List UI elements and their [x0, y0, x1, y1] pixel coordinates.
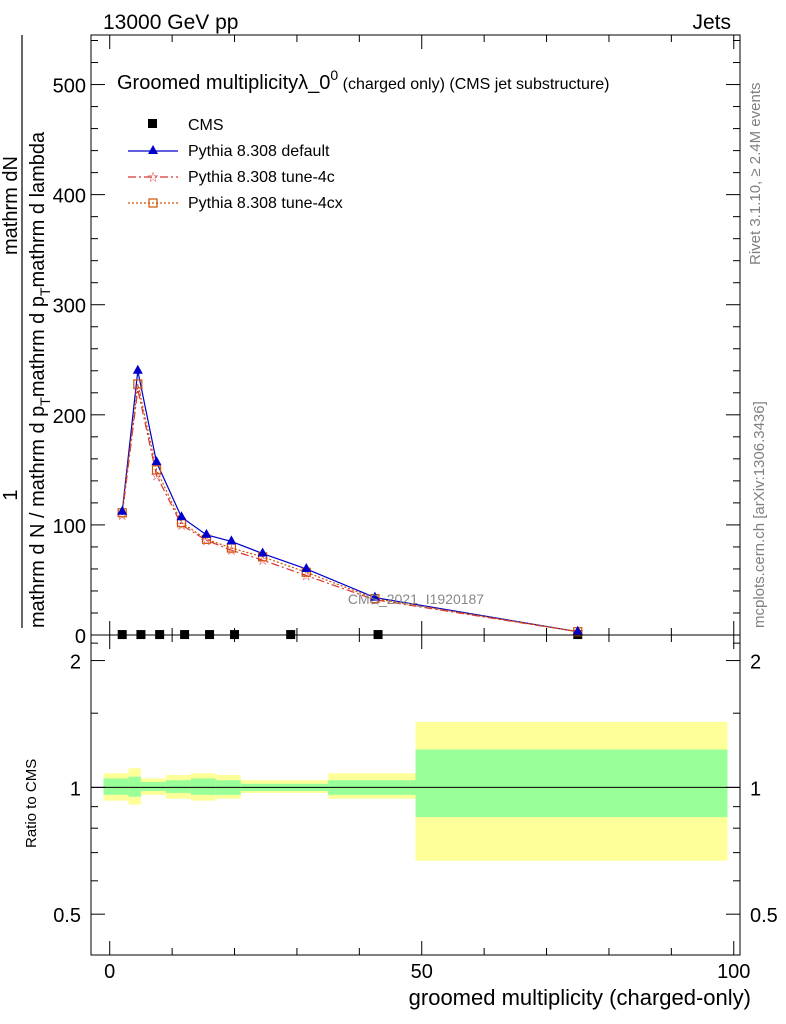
ylabel-denominator-rest: mathrm d p [27, 296, 49, 397]
y-tick-label: 500 [53, 76, 86, 98]
header-left: 13000 GeV pp [103, 11, 238, 34]
y-tick-label: 300 [53, 296, 86, 318]
ratio-band-inner [415, 749, 728, 818]
main-y-axis-label: 1 mathrm d N / mathrm d pTmathrm d pTmat… [0, 35, 53, 628]
legend-marker-tune4c: ☆ [147, 170, 160, 186]
legend-marker-tune4cx [148, 198, 158, 208]
x-tick-label: 50 [411, 961, 433, 983]
legend-label-default: Pythia 8.308 default [188, 143, 330, 160]
y-tick-label: 0 [75, 626, 86, 648]
legend-marker-default [148, 145, 158, 154]
plot-title: Groomed multiplicityλ_00 (charged only) … [117, 67, 609, 94]
ratio-y-tick-label-left: 0.5 [53, 905, 81, 927]
ratio-panel: 0 50 100 0.5 0.5 1 1 2 2 [53, 635, 778, 983]
marker-tune4c: ☆ [175, 518, 188, 534]
marker-default [132, 364, 143, 374]
ylabel-numerator-one: 1 [0, 489, 22, 500]
plot-title-sub: (charged only) (CMS jet substructure) [338, 76, 609, 93]
ratio-band-inner [190, 778, 216, 795]
marker-tune4c: ☆ [225, 543, 238, 559]
ratio-y-axis-label: Ratio to CMS [23, 759, 40, 848]
marker-default [176, 511, 187, 521]
marker-tune4c: ☆ [300, 569, 313, 585]
legend-label-cms: CMS [188, 117, 224, 134]
ratio-band-inner [140, 781, 166, 792]
y-tick-label: 400 [53, 186, 86, 208]
x-tick-label: 0 [104, 961, 115, 983]
x-tick-label: 100 [717, 961, 750, 983]
ylabel-denominator: mathrm d N / mathrm d pTmathrm d pTmathr… [27, 131, 53, 628]
marker-default [301, 562, 312, 572]
ylabel-denominator-sub2: T [37, 287, 53, 296]
marker-default [572, 625, 583, 635]
rivet-version-label: Rivet 3.1.10, ≥ 2.4M events [747, 83, 764, 266]
ratio-band-inner [128, 776, 141, 797]
ratio-band-inner [103, 778, 129, 795]
y-tick-label: 200 [53, 406, 86, 428]
ratio-y-tick-label-left: 1 [70, 778, 81, 800]
ylabel-numerator-dn: mathrm dN [0, 156, 22, 255]
plot-title-main: Groomed multiplicityλ_0 [117, 72, 330, 94]
marker-default [201, 528, 212, 538]
legend-marker-cms [148, 119, 157, 128]
ylabel-denominator-text: mathrm d N / mathrm d p [27, 406, 49, 628]
ylabel-denominator-sub: T [37, 397, 53, 406]
ratio-y-tick-label-left: 2 [70, 652, 81, 674]
legend-label-tune4cx: Pythia 8.308 tune-4cx [188, 195, 343, 212]
marker-tune4c: ☆ [132, 382, 145, 398]
marker-default [117, 505, 128, 515]
marker-default [226, 535, 237, 545]
marker-default [151, 456, 162, 466]
series-line-default [121, 370, 578, 633]
ratio-y-tick-label-right: 2 [750, 652, 761, 674]
x-axis-label: groomed multiplicity (charged-only) [409, 985, 751, 1010]
ratio-y-tick-label-right: 1 [750, 778, 761, 800]
mcplots-label: mcplots.cern.ch [arXiv:1306.3436] [751, 401, 768, 628]
ratio-plot-frame [90, 634, 741, 956]
ylabel-denominator-rest2: mathrm d lambda [27, 131, 49, 287]
marker-tune4cx [133, 379, 143, 389]
marker-tune4c: ☆ [150, 468, 163, 484]
ratio-y-tick-label-right: 0.5 [750, 905, 778, 927]
marker-default [369, 591, 380, 601]
plot-title-sup: 0 [330, 67, 338, 83]
legend-label-tune4c: Pythia 8.308 tune-4c [188, 169, 335, 186]
legend: CMS Pythia 8.308 default ☆ Pythia 8.308 … [128, 117, 343, 212]
y-tick-label: 100 [53, 516, 86, 538]
marker-tune4c: ☆ [256, 553, 269, 569]
header-right: Jets [692, 11, 731, 34]
analysis-watermark: CMS_2021_I1920187 [348, 591, 484, 607]
series-line-tune4cx [121, 383, 578, 633]
marker-tune4c: ☆ [369, 593, 382, 609]
ratio-band-inner [165, 780, 191, 793]
marker-default [257, 547, 268, 557]
marker-tune4cx [151, 465, 162, 475]
